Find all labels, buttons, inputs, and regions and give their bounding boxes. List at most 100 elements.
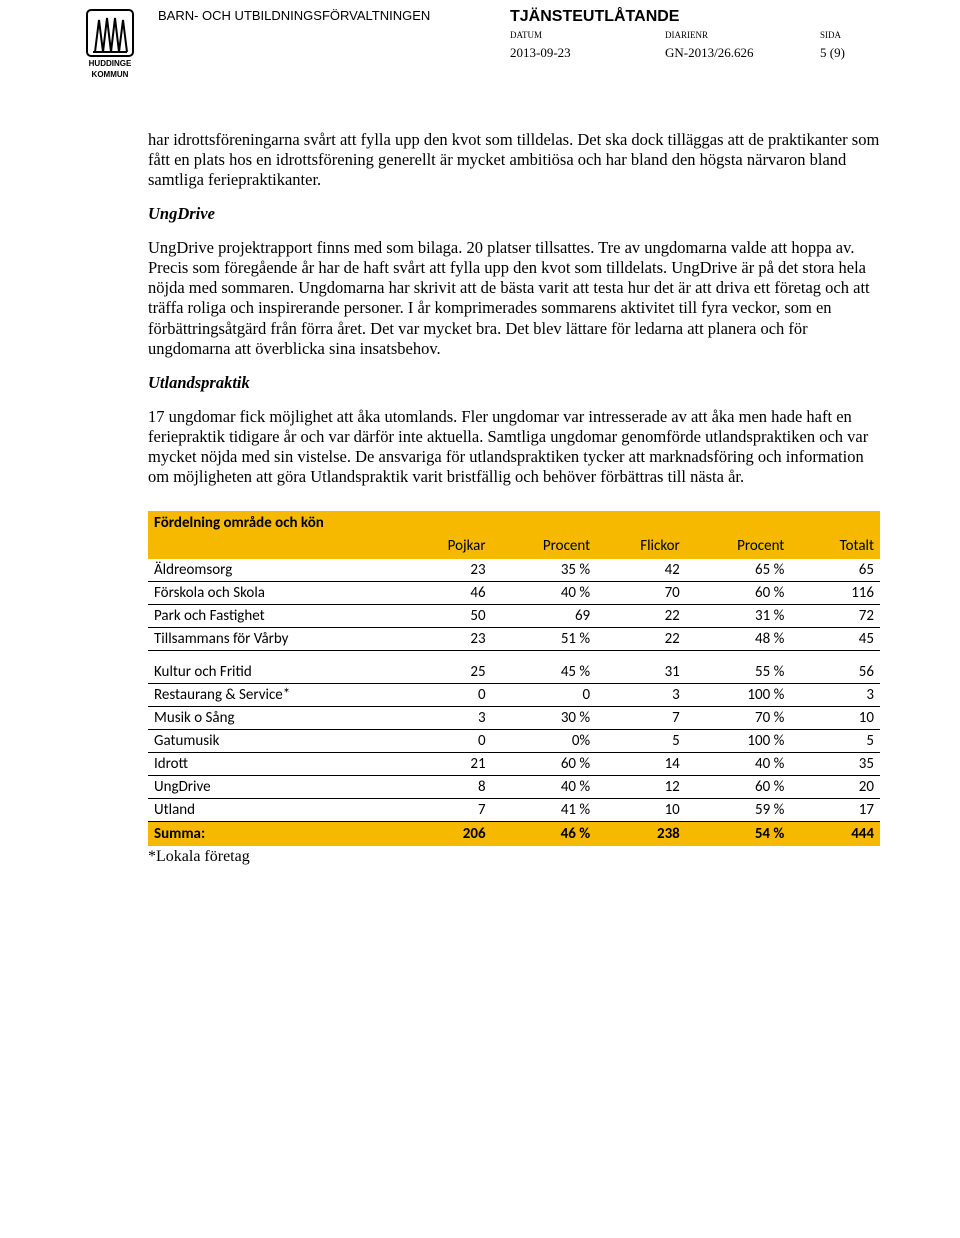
table-cell: Park och Fastighet [148, 605, 402, 628]
table-cell: 60 % [686, 582, 791, 605]
table-row: Tillsammans för Vårby2351 %2248 %45 [148, 628, 880, 651]
sum-b: 206 [402, 822, 492, 847]
paragraph-2: UngDrive projektrapport finns med som bi… [148, 238, 880, 359]
diary-value: GN-2013/26.626 [665, 45, 753, 60]
org-name-2: KOMMUN [80, 71, 140, 80]
table-cell: 45 [790, 628, 880, 651]
sum-bp: 46 % [492, 822, 597, 847]
table-cell: UngDrive [148, 776, 402, 799]
table-cell: 100 % [686, 684, 791, 707]
table-cell: Äldreomsorg [148, 559, 402, 582]
table-cell: 0 [402, 730, 492, 753]
table-cell: 59 % [686, 799, 791, 822]
table-row: Kultur och Fritid2545 %3155 %56 [148, 661, 880, 684]
table-cell: 51 % [492, 628, 597, 651]
huddinge-logo-icon [85, 8, 135, 58]
table-cell: 116 [790, 582, 880, 605]
table-row: Park och Fastighet50692231 %72 [148, 605, 880, 628]
table-cell: Gatumusik [148, 730, 402, 753]
sum-label: Summa: [148, 822, 402, 847]
table-cell: 31 [596, 661, 686, 684]
table-title: Fördelning område och kön [148, 511, 880, 535]
table-cell: 48 % [686, 628, 791, 651]
table-cell: Förskola och Skola [148, 582, 402, 605]
section-heading-utlandspraktik: Utlandspraktik [148, 373, 880, 393]
page-header: HUDDINGE KOMMUN BARN- OCH UTBILDNINGSFÖR… [80, 8, 880, 80]
table-cell: 35 [790, 753, 880, 776]
table-cell: 100 % [686, 730, 791, 753]
col-procent-1: Procent [492, 535, 597, 559]
table-cell: 23 [402, 559, 492, 582]
header-meta-values: 2013-09-23 GN-2013/26.626 5 (9) [510, 45, 880, 61]
table-cell: 17 [790, 799, 880, 822]
table-cell: 20 [790, 776, 880, 799]
table-cell: 12 [596, 776, 686, 799]
table-cell: 35 % [492, 559, 597, 582]
table-cell: Restaurang & Service* [148, 684, 402, 707]
table-cell: 23 [402, 628, 492, 651]
table-cell: 22 [596, 605, 686, 628]
table-cell: 40 % [492, 776, 597, 799]
table-cell: 10 [790, 707, 880, 730]
org-name-1: HUDDINGE [80, 60, 140, 69]
table-cell: 65 % [686, 559, 791, 582]
table-cell: 31 % [686, 605, 791, 628]
table-row: UngDrive840 %1260 %20 [148, 776, 880, 799]
table-cell: 8 [402, 776, 492, 799]
table-row: Äldreomsorg2335 %4265 %65 [148, 559, 880, 582]
header-meta-labels: DATUM DIARIENR SIDA [510, 30, 880, 41]
table-cell: 60 % [686, 776, 791, 799]
table-cell: 3 [402, 707, 492, 730]
page-label: SIDA [820, 30, 841, 40]
section-heading-ungdrive: UngDrive [148, 204, 880, 224]
sum-gp: 54 % [686, 822, 791, 847]
department-name: BARN- OCH UTBILDNINGSFÖRVALTNINGEN [158, 8, 510, 23]
col-blank [148, 535, 402, 559]
sum-t: 444 [790, 822, 880, 847]
table-cell: 21 [402, 753, 492, 776]
table-cell: 46 [402, 582, 492, 605]
col-totalt: Totalt [790, 535, 880, 559]
table-cell: Tillsammans för Vårby [148, 628, 402, 651]
table-row: Idrott2160 %1440 %35 [148, 753, 880, 776]
table-cell: 5 [790, 730, 880, 753]
date-value: 2013-09-23 [510, 45, 571, 60]
header-right: TJÄNSTEUTLÅTANDE DATUM DIARIENR SIDA 201… [510, 8, 880, 61]
table-cell: 0 [402, 684, 492, 707]
table-row: Musik o Sång330 %770 %10 [148, 707, 880, 730]
table-cell: Kultur och Fritid [148, 661, 402, 684]
page: HUDDINGE KOMMUN BARN- OCH UTBILDNINGSFÖR… [0, 0, 960, 906]
table-cell: 30 % [492, 707, 597, 730]
table-cell: 55 % [686, 661, 791, 684]
table-cell: 0% [492, 730, 597, 753]
header-left: BARN- OCH UTBILDNINGSFÖRVALTNINGEN [158, 8, 510, 25]
table-cell: 0 [492, 684, 597, 707]
col-flickor: Flickor [596, 535, 686, 559]
body-content: har idrottsföreningarna svårt att fylla … [148, 130, 880, 488]
table-cell: Utland [148, 799, 402, 822]
table-cell: 60 % [492, 753, 597, 776]
table-row: Restaurang & Service*003100 %3 [148, 684, 880, 707]
table-cell: Musik o Sång [148, 707, 402, 730]
table-cell: 45 % [492, 661, 597, 684]
table-cell: 25 [402, 661, 492, 684]
table-cell: 70 % [686, 707, 791, 730]
col-procent-2: Procent [686, 535, 791, 559]
table-row: Förskola och Skola4640 %7060 %116 [148, 582, 880, 605]
table-cell: 14 [596, 753, 686, 776]
table-cell: 40 % [492, 582, 597, 605]
table-cell: 50 [402, 605, 492, 628]
table-cell: 3 [790, 684, 880, 707]
table-row: Utland741 %1059 %17 [148, 799, 880, 822]
table-cell: 3 [596, 684, 686, 707]
paragraph-1: har idrottsföreningarna svårt att fylla … [148, 130, 880, 190]
table-cell: 7 [596, 707, 686, 730]
table-cell: 70 [596, 582, 686, 605]
table-cell: 42 [596, 559, 686, 582]
sum-g: 238 [596, 822, 686, 847]
col-pojkar: Pojkar [402, 535, 492, 559]
table-cell: 65 [790, 559, 880, 582]
table-cell: Idrott [148, 753, 402, 776]
table-cell: 7 [402, 799, 492, 822]
table-cell: 56 [790, 661, 880, 684]
